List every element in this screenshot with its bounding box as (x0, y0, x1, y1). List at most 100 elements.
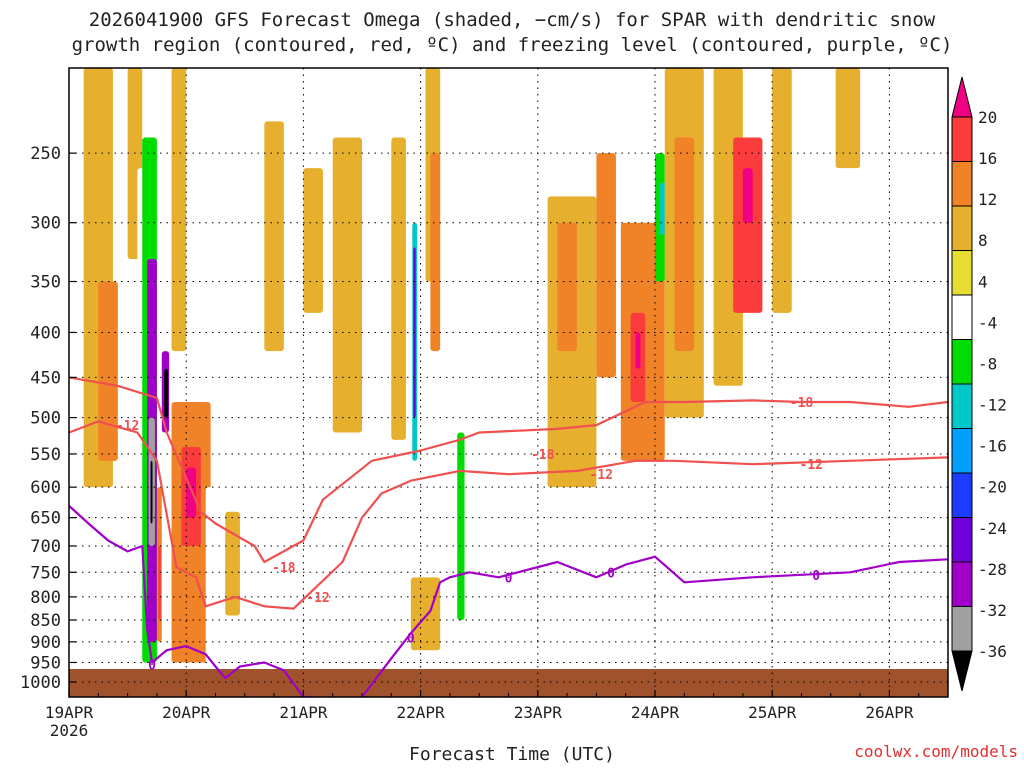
colorbar-label-4: 4 (978, 272, 988, 291)
contours: -18 -18 -18 -12 -12 -12 -12 0 0 0 0 0 (69, 376, 948, 697)
colorbar-label-1: 16 (978, 149, 997, 168)
dgz-contour-label-0-1: -18 (531, 448, 555, 463)
omega-cell-15 (186, 467, 196, 518)
colorbar-swatch-6 (951, 383, 973, 429)
y-tick-label-14: 950 (30, 653, 61, 673)
omega-cell-34 (596, 153, 616, 378)
omega-cell-9 (158, 545, 161, 621)
y-tick-label-12: 850 (30, 611, 61, 631)
omega-cell-46 (733, 556, 753, 597)
colorbar-swatch-7 (951, 428, 973, 474)
colorbar-label-6: -8 (978, 354, 997, 373)
y-tick-label-5: 500 (30, 409, 61, 429)
y-tick-label-6: 550 (30, 445, 61, 465)
omega-cell-29 (449, 377, 458, 642)
chart-title-line-2: growth region (contoured, red, ºC) and f… (71, 34, 953, 56)
freezing-level-contour-1 (361, 555, 948, 697)
colorbar-label-7: -12 (978, 396, 1007, 415)
y-tick-label-1: 300 (30, 214, 61, 234)
omega-cell-44 (733, 137, 763, 313)
omega-cell-21 (332, 137, 362, 433)
omega-cell-20 (313, 332, 328, 369)
omega-cell-1 (98, 281, 118, 461)
chart-title-line-1: 2026041900 GFS Forecast Omega (shaded, −… (88, 9, 936, 31)
colorbar-label-8: -16 (978, 437, 1007, 456)
dgz-contour-label-1-3: -12 (800, 458, 823, 473)
x-tick-label-0-year: 2026 (50, 721, 89, 740)
dgz-contour-label-0-2: -18 (790, 396, 814, 411)
y-tick-label-0: 250 (30, 144, 61, 164)
colorbar-arrow-bottom (951, 650, 973, 692)
omega-cell-49 (835, 68, 861, 169)
omega-cell-28 (410, 577, 441, 651)
x-tick-label-6: 25APR (748, 703, 797, 722)
freezing-level-contour-label-1-1: 0 (505, 571, 513, 586)
omega-cell-30 (457, 432, 465, 621)
omega-cell-42 (674, 137, 695, 352)
omega-cell-45 (742, 168, 753, 223)
freezing-level-contour-label-1-0: 0 (407, 632, 415, 647)
dgz-contour-label-1-0: -12 (116, 419, 139, 434)
y-tick-label-11: 800 (30, 588, 61, 608)
dgz-contour-label-1-2: -12 (590, 468, 613, 483)
omega-cell-40 (659, 182, 665, 236)
colorbar-label-9: -20 (978, 478, 1007, 497)
y-tick-label-13: 900 (30, 633, 61, 653)
colorbar: 20 16 12 8 4 -4 -8 -12 -16 -20 -24 -28 -32 -36 (951, 76, 1007, 692)
y-tick-label-2: 350 (30, 273, 61, 293)
freezing-level-contour-0 (69, 504, 314, 697)
y-tick-label-4: 450 (30, 368, 61, 388)
x-tick-label-7: 26APR (865, 703, 914, 722)
colorbar-label-3: 8 (978, 231, 988, 250)
colorbar-label-13: -36 (978, 642, 1007, 661)
y-tick-label-3: 400 (30, 323, 61, 343)
x-axis-title: Forecast Time (UTC) (409, 744, 615, 765)
omega-shading (83, 68, 948, 667)
omega-cell-38 (635, 332, 641, 369)
omega-cell-35 (625, 68, 636, 210)
colorbar-swatch-10 (951, 561, 973, 607)
colorbar-swatch-5 (951, 339, 973, 385)
omega-cell-17 (225, 511, 240, 616)
colorbar-label-0: 20 (978, 108, 997, 127)
colorbar-label-2: 12 (978, 190, 997, 209)
grid (69, 68, 948, 697)
colorbar-swatch-3 (951, 250, 973, 296)
colorbar-swatch-2 (951, 205, 973, 251)
y-tick-label-10: 750 (30, 563, 61, 583)
omega-cell-11 (164, 368, 169, 418)
omega-cell-27 (430, 153, 441, 352)
freezing-level-contour-label-0-0: 0 (148, 658, 156, 673)
colorbar-arrow-top (951, 76, 973, 118)
y-tick-label-7: 600 (30, 478, 61, 498)
dgz-contour-0 (69, 376, 948, 564)
omega-cell-50 (879, 222, 890, 293)
ground-surface (69, 669, 948, 697)
omega-cell-16 (205, 487, 216, 667)
colorbar-label-12: -32 (978, 601, 1007, 620)
colorbar-swatch-11 (951, 606, 973, 652)
omega-cell-31 (469, 417, 489, 621)
colorbar-swatch-4 (951, 294, 973, 340)
colorbar-swatch-8 (951, 472, 973, 518)
y-tick-label-8: 650 (30, 509, 61, 529)
x-tick-label-2: 21APR (279, 703, 328, 722)
dgz-contour-label-1-1: -12 (306, 591, 329, 606)
omega-cell-18 (264, 121, 284, 352)
colorbar-label-10: -24 (978, 519, 1007, 538)
x-tick-label-4: 23APR (514, 703, 563, 722)
omega-cell-47 (772, 68, 792, 313)
x-tick-label-3: 22APR (397, 703, 446, 722)
omega-cell-22 (391, 137, 406, 440)
omega-cell-12 (171, 68, 187, 352)
freezing-level-contour-label-1-3: 0 (812, 569, 820, 584)
colorbar-swatch-9 (951, 517, 973, 563)
x-tick-label-1: 20APR (162, 703, 211, 722)
colorbar-swatch-0 (951, 116, 973, 162)
dgz-contour-label-0-0: -18 (272, 561, 296, 576)
omega-cell-19 (303, 168, 323, 313)
x-tick-label-5: 24APR (631, 703, 680, 722)
